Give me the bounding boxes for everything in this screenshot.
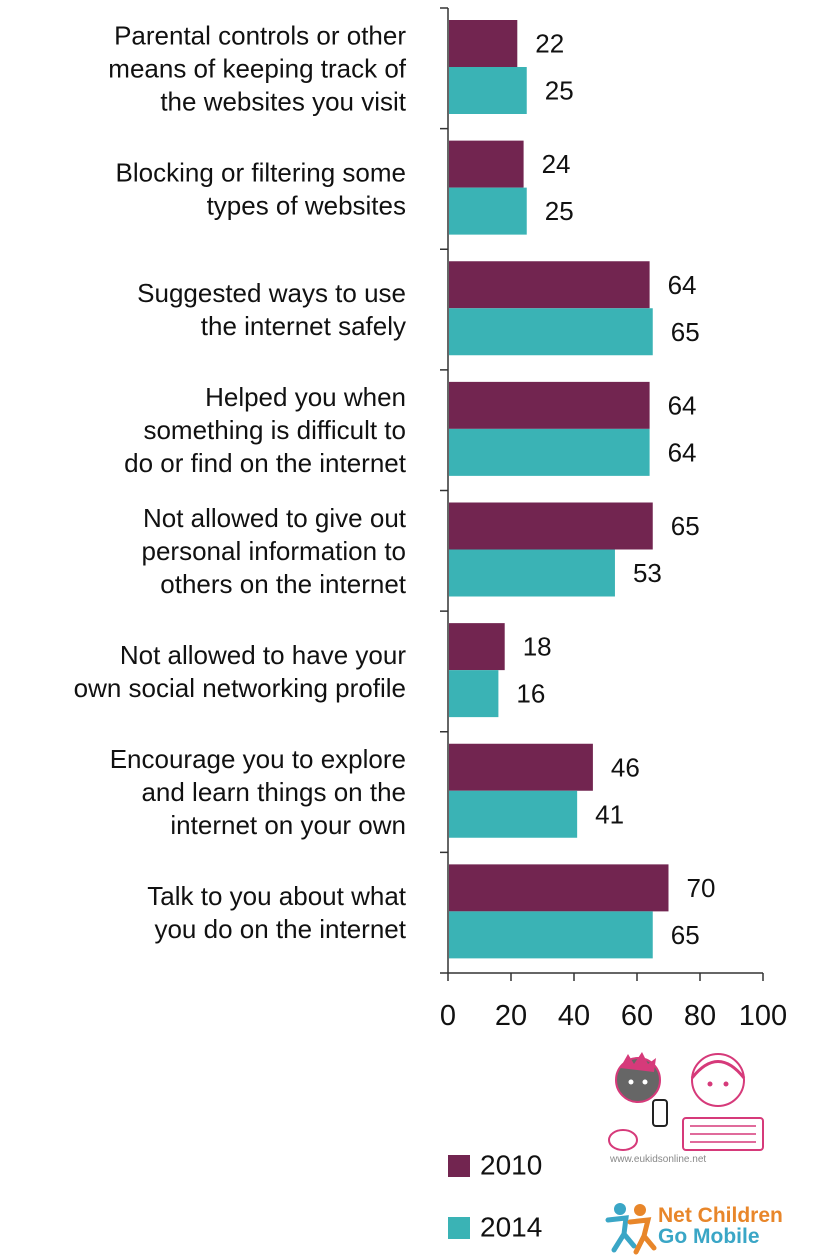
category-label: the websites you visit xyxy=(160,86,406,116)
bar-2014-5 xyxy=(449,549,615,597)
value-label-2010-8: 70 xyxy=(687,873,716,903)
category-label: Suggested ways to use xyxy=(137,278,406,308)
running-kids-icon xyxy=(605,1203,657,1255)
bar-2010-4 xyxy=(449,381,650,429)
value-label-2014-3: 65 xyxy=(671,317,700,347)
value-label-2014-4: 64 xyxy=(668,437,697,467)
legend-swatch-2010 xyxy=(448,1154,470,1177)
category-label: Encourage you to explore xyxy=(110,744,406,774)
value-label-2010-2: 24 xyxy=(542,149,571,179)
bar-2010-3 xyxy=(449,261,650,309)
ncgm-logo-line1: Net Children xyxy=(658,1204,783,1227)
ncgm-logo-line2: Go Mobile xyxy=(658,1225,760,1248)
bar-2014-8 xyxy=(449,911,653,959)
x-tick-label: 100 xyxy=(739,1000,787,1032)
eukidsonline-caption: www.eukidsonline.net xyxy=(610,1154,707,1165)
value-label-2014-5: 53 xyxy=(633,558,662,588)
bar-2010-6 xyxy=(449,623,505,671)
bar-2014-4 xyxy=(449,428,650,476)
bar-2014-7 xyxy=(449,790,578,838)
eukidsonline-logo xyxy=(608,1052,764,1151)
x-tick-label: 40 xyxy=(558,1000,590,1032)
value-label-2014-8: 65 xyxy=(671,920,700,950)
category-label: Helped you when xyxy=(205,382,406,412)
bar-2010-5 xyxy=(449,502,653,550)
x-tick-label: 80 xyxy=(684,1000,716,1032)
value-label-2010-3: 64 xyxy=(668,270,697,300)
legend-item-2014: 2014 xyxy=(448,1210,542,1244)
bar-2014-6 xyxy=(449,670,499,718)
category-label: Parental controls or other xyxy=(114,20,406,50)
legend-label-2010: 2010 xyxy=(480,1149,543,1181)
x-tick-label: 20 xyxy=(495,1000,527,1032)
bar-2014-3 xyxy=(449,308,653,356)
category-label: internet on your own xyxy=(170,810,406,840)
category-label: the internet safely xyxy=(201,311,406,341)
value-label-2014-2: 25 xyxy=(545,196,574,226)
bar-2014-1 xyxy=(449,67,527,114)
value-label-2010-4: 64 xyxy=(668,390,697,420)
legend-item-2010: 2010 xyxy=(448,1148,542,1182)
category-label: you do on the internet xyxy=(154,914,406,944)
bar-2010-8 xyxy=(449,864,669,912)
value-label-2010-1: 22 xyxy=(535,29,564,59)
bar-2010-2 xyxy=(449,140,524,188)
value-label-2010-6: 18 xyxy=(523,632,552,662)
x-tick-label: 0 xyxy=(440,1000,456,1032)
legend-swatch-2014 xyxy=(448,1216,470,1239)
category-label: Not allowed to have your xyxy=(120,640,407,670)
category-label: personal information to xyxy=(142,536,406,566)
value-label-2014-7: 41 xyxy=(595,799,624,829)
value-label-2014-1: 25 xyxy=(545,76,574,106)
category-label: Blocking or filtering some xyxy=(116,157,406,187)
category-label: own social networking profile xyxy=(74,673,406,703)
category-label: others on the internet xyxy=(160,569,406,599)
category-label: and learn things on the xyxy=(141,777,406,807)
legend-label-2014: 2014 xyxy=(480,1211,543,1243)
bar-2010-1 xyxy=(449,20,518,67)
value-label-2010-7: 46 xyxy=(611,752,640,782)
bar-2010-7 xyxy=(449,743,593,791)
bar-2014-2 xyxy=(449,187,527,235)
category-label: Not allowed to give out xyxy=(143,503,407,533)
category-label: means of keeping track of xyxy=(108,53,406,83)
value-label-2010-5: 65 xyxy=(671,511,700,541)
x-tick-label: 60 xyxy=(621,1000,653,1032)
category-label: types of websites xyxy=(207,190,406,220)
ncgm-logo xyxy=(598,1200,813,1260)
category-label: something is difficult to xyxy=(143,415,406,445)
category-label: do or find on the internet xyxy=(124,448,407,478)
value-label-2014-6: 16 xyxy=(516,679,545,709)
category-label: Talk to you about what xyxy=(147,881,406,911)
